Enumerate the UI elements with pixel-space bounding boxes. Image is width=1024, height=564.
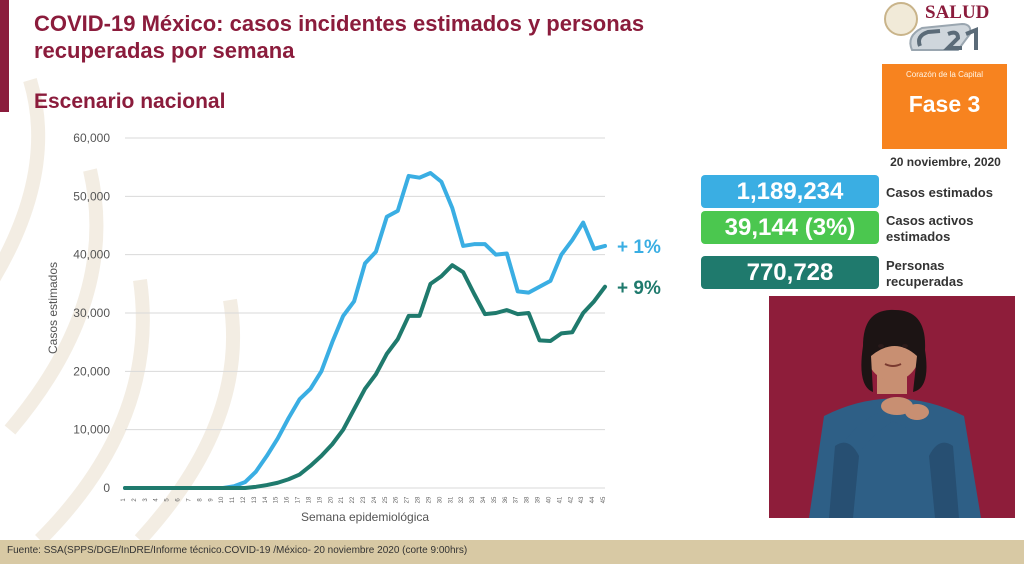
x-tick-label: 17: [296, 496, 302, 503]
stat-label-line: estimados: [886, 229, 951, 244]
x-tick-label: 2: [132, 498, 138, 502]
government-seal-icon: [884, 2, 918, 36]
footer-bar: Fuente: SSA(SPPS/DGE/InDRE/Informe técni…: [0, 540, 1024, 564]
x-tick-label: 20: [328, 496, 334, 503]
x-tick-label: 1: [121, 498, 127, 502]
series-line-recovered: [123, 263, 607, 490]
x-tick-label: 13: [252, 496, 258, 503]
x-tick-label: 27: [405, 496, 411, 503]
interpreter-illustration: [769, 296, 1015, 518]
x-tick-label: 37: [514, 496, 520, 503]
page-subtitle: Escenario nacional: [34, 90, 226, 113]
stat-estimated-cases-label: Casos estimados: [886, 185, 993, 201]
x-tick-label: 41: [557, 496, 563, 503]
sign-language-interpreter-image: [769, 296, 1015, 518]
x-tick-label: 40: [546, 496, 552, 503]
x-tick-label: 9: [208, 498, 214, 502]
y-tick-label: 0: [103, 481, 110, 495]
x-tick-label: 42: [568, 496, 574, 503]
logo-text: SALUD: [925, 2, 990, 23]
phase-panel: Corazón de la Capital Fase 3: [882, 64, 1007, 149]
x-tick-label: 3: [143, 498, 149, 502]
x-tick-label: 45: [601, 496, 607, 503]
x-tick-label: 18: [306, 496, 312, 503]
x-tick-label: 32: [459, 496, 465, 503]
title-line-1: COVID-19 México: casos incidentes estima…: [34, 11, 645, 36]
phase-subtitle: Corazón de la Capital: [906, 70, 983, 79]
chart-series: [123, 171, 607, 490]
stat-label-line: recuperadas: [886, 274, 964, 289]
x-tick-label: 23: [361, 496, 367, 503]
x-tick-label: 16: [285, 496, 291, 503]
x-tick-label: 26: [394, 496, 400, 503]
stat-active-cases-label: Casos activos estimados: [886, 213, 973, 245]
x-tick-label: 39: [536, 496, 542, 503]
phase-label: Fase 3: [908, 91, 981, 117]
y-tick-label: 40,000: [73, 248, 110, 262]
x-tick-label: 35: [492, 496, 498, 503]
x-tick-label: 19: [317, 496, 323, 503]
y-tick-label: 30,000: [73, 306, 110, 320]
x-tick-label: 7: [186, 498, 192, 502]
estimated-change-label: + 1%: [617, 237, 661, 258]
x-tick-label: 43: [579, 496, 585, 503]
stat-label-line: Casos estimados: [886, 185, 993, 200]
y-tick-label: 20,000: [73, 364, 110, 378]
stat-label-line: Casos activos: [886, 213, 974, 228]
x-tick-label: 34: [481, 496, 487, 503]
x-axis-label: Semana epidemiológica: [301, 510, 429, 524]
series-line-estimated: [123, 171, 607, 490]
y-tick-label: 10,000: [73, 423, 110, 437]
stat-active-cases: 39,144 (3%): [701, 211, 879, 244]
x-tick-label: 28: [416, 496, 422, 503]
stat-label-line: Personas: [886, 258, 945, 273]
x-tick-label: 14: [263, 496, 269, 503]
title-line-2: recuperadas por semana: [34, 38, 295, 63]
y-axis-ticks: 0 10,000 20,000 30,000 40,000 50,000 60,000: [73, 131, 110, 495]
x-tick-label: 25: [383, 496, 389, 503]
x-tick-label: 8: [197, 498, 203, 502]
y-tick-label: 50,000: [73, 189, 110, 203]
page-title: COVID-19 México: casos incidentes estima…: [34, 10, 644, 64]
x-tick-label: 11: [230, 496, 236, 503]
x-tick-label: 38: [525, 496, 531, 503]
x-tick-label: 5: [165, 498, 171, 502]
series-annotations: + 1% + 9%: [617, 237, 661, 299]
x-tick-label: 10: [219, 496, 225, 503]
x-tick-label: 29: [426, 496, 432, 503]
recovered-change-label: + 9%: [617, 278, 661, 299]
y-axis-label: Casos estimados: [46, 262, 60, 354]
report-date: 20 noviembre, 2020: [890, 155, 1001, 169]
x-axis-ticks: 1 2 3 4 5 6 7 8 9 10 11 12 13 14 15 16 17 18 19 20 21 22 23 24 2…: [121, 496, 607, 503]
x-tick-label: 33: [470, 496, 476, 503]
source-note: Fuente: SSA(SPPS/DGE/InDRE/Informe técni…: [7, 545, 468, 556]
stat-estimated-cases: 1,189,234: [701, 175, 879, 208]
chart-grid: [125, 137, 605, 489]
ch21-logo-icon: [909, 22, 978, 51]
x-tick-label: 12: [241, 496, 247, 503]
x-tick-label: 44: [590, 496, 596, 503]
x-tick-label: 24: [372, 496, 378, 503]
x-tick-label: 21: [339, 496, 345, 503]
x-tick-label: 6: [176, 498, 182, 502]
x-tick-label: 22: [350, 496, 356, 503]
x-tick-label: 4: [154, 498, 160, 502]
y-tick-label: 60,000: [73, 131, 110, 145]
stat-recovered: 770,728: [701, 256, 879, 289]
x-tick-label: 36: [503, 496, 509, 503]
x-tick-label: 31: [448, 496, 454, 503]
stat-recovered-label: Personas recuperadas: [886, 258, 963, 290]
accent-bar: [0, 0, 9, 112]
x-tick-label: 30: [437, 496, 443, 503]
x-tick-label: 15: [274, 496, 280, 503]
